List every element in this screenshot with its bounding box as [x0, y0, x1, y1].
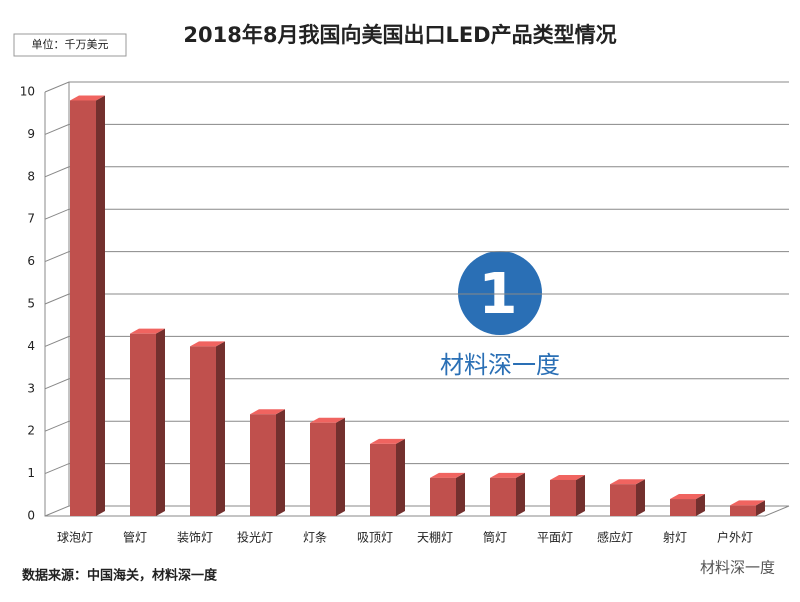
bar-front [250, 414, 276, 516]
watermark: 材料深一度 [440, 351, 560, 379]
x-tick-label: 平面灯 [537, 531, 573, 545]
y-tick-label: 4 [27, 339, 35, 353]
logo-glyph: 1 [479, 262, 518, 327]
x-tick-label: 管灯 [123, 530, 147, 545]
x-tick-label: 吸顶灯 [357, 531, 393, 545]
y-tick-label: 3 [27, 381, 35, 395]
bar-side [156, 328, 165, 516]
y-tick-label: 8 [27, 169, 35, 183]
bar-side [216, 341, 225, 516]
grid-line [44, 463, 789, 475]
grid-line [44, 251, 789, 263]
grid-line [44, 505, 789, 517]
bar-front [370, 443, 396, 516]
bar-front [130, 333, 156, 516]
logo-circle [458, 251, 542, 335]
x-tick-label: 感应灯 [597, 530, 633, 545]
grid-line [44, 378, 789, 390]
bar-top [70, 95, 105, 101]
bar-side [576, 474, 585, 516]
y-tick-label: 6 [27, 254, 35, 268]
bar-front [670, 499, 696, 516]
grid-line [44, 81, 789, 93]
y-tick-label: 7 [27, 212, 35, 226]
bar-top [670, 494, 705, 500]
bar-side [636, 479, 645, 516]
bar [190, 341, 225, 516]
bar-side [516, 472, 525, 516]
bar-top [490, 472, 525, 478]
grid-line [44, 420, 789, 432]
bar [310, 417, 345, 516]
bar-top [610, 479, 645, 485]
logo: 1 [458, 251, 542, 335]
y-tick-label: 0 [27, 509, 35, 523]
bar-side [396, 438, 405, 516]
x-tick-label: 筒灯 [483, 530, 507, 545]
bar-top [730, 500, 765, 506]
bar-front [490, 477, 516, 516]
bar-front [610, 484, 636, 516]
bar-front [550, 479, 576, 516]
y-tick-label: 2 [27, 424, 35, 438]
y-tick-label: 9 [27, 127, 35, 141]
bar-front [190, 346, 216, 516]
grid-line [44, 208, 789, 220]
bar [250, 409, 285, 516]
grid-line [44, 293, 789, 305]
bar-top [550, 474, 585, 480]
bar [610, 479, 645, 516]
grid-line [44, 123, 789, 135]
bar-front [310, 422, 336, 516]
x-tick-label: 投光灯 [237, 530, 273, 545]
bar-side [756, 500, 765, 516]
bar-side [456, 472, 465, 516]
bar-front [430, 477, 456, 516]
x-tick-label: 天棚灯 [417, 530, 453, 545]
bar-side [276, 409, 285, 516]
unit-label: 单位：千万美元 [32, 37, 109, 51]
y-tick-label: 1 [27, 466, 35, 480]
chart-title: 2018年8月我国向美国出口LED产品类型情况 [183, 23, 616, 47]
x-tick-label: 灯条 [303, 531, 327, 545]
footer-brand: 材料深一度 [700, 559, 775, 577]
bar-front [70, 100, 96, 516]
bar [370, 438, 405, 516]
bar-side [336, 417, 345, 516]
x-tick-label: 射灯 [663, 530, 687, 545]
bar [430, 472, 465, 516]
x-tick-label: 户外灯 [717, 530, 753, 545]
x-tick-label: 装饰灯 [177, 531, 213, 545]
bar-top [250, 409, 285, 415]
grid-line [44, 335, 789, 347]
bar [490, 472, 525, 516]
bar [550, 474, 585, 516]
bar-top [370, 438, 405, 444]
grid-line [44, 166, 789, 178]
unit-box [13, 33, 127, 57]
bar-top [430, 472, 465, 478]
y-tick-label: 5 [27, 297, 35, 311]
bar [670, 494, 705, 516]
bar-top [190, 341, 225, 347]
plot: 0 1 2 3 4 5 6 7 8 9 10 球泡灯 管灯 装饰灯 投光灯 灯条 吸顶灯 天棚灯 筒灯 平面灯 感应灯 射… [20, 81, 790, 545]
bar [130, 328, 165, 516]
bar [730, 500, 765, 516]
bar-side [96, 95, 105, 516]
bar [70, 95, 105, 516]
bar-top [310, 417, 345, 423]
bar-side [696, 494, 705, 516]
source: 数据来源：中国海关，材料深一度 [22, 568, 218, 584]
bar-top [130, 328, 165, 334]
y-tick-label: 10 [20, 85, 35, 99]
x-tick-label: 球泡灯 [57, 531, 93, 545]
bar-front [730, 505, 756, 516]
